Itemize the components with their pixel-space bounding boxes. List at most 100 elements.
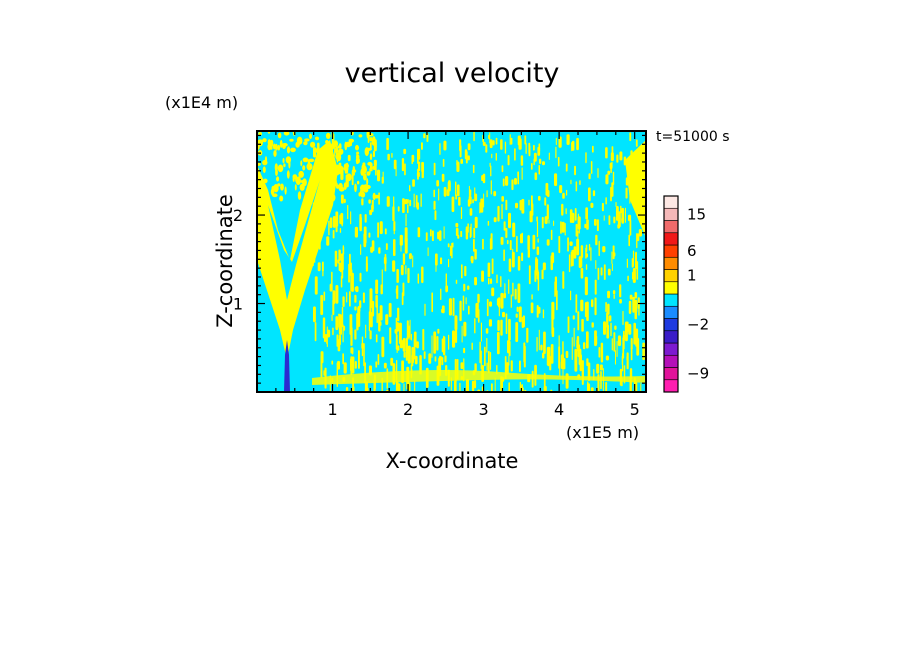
updraft-streak	[594, 218, 597, 226]
updraft-speckle	[344, 141, 348, 151]
updraft-streak	[527, 235, 530, 250]
updraft-streak	[440, 257, 443, 265]
updraft-streak	[347, 154, 351, 162]
updraft-streak	[355, 286, 359, 293]
updraft-speckle	[297, 191, 302, 200]
updraft-streak	[622, 310, 624, 325]
updraft-speckle	[352, 172, 356, 176]
updraft-streak	[433, 331, 437, 354]
updraft-streak	[566, 134, 570, 145]
updraft-streak	[605, 381, 608, 392]
updraft-streak	[600, 364, 603, 371]
updraft-streak	[620, 205, 622, 214]
updraft-streak	[337, 339, 341, 352]
updraft-streak	[430, 229, 432, 237]
updraft-streak	[542, 262, 546, 271]
updraft-streak	[444, 355, 447, 363]
updraft-streak	[365, 262, 368, 272]
updraft-streak	[334, 146, 336, 157]
updraft-streak	[318, 241, 321, 250]
updraft-streak	[515, 322, 519, 342]
updraft-streak	[461, 325, 463, 343]
updraft-streak	[438, 188, 440, 201]
updraft-streak	[455, 181, 457, 197]
updraft-streak	[508, 318, 511, 341]
updraft-speckle	[277, 164, 284, 173]
updraft-streak	[454, 380, 457, 392]
updraft-streak	[609, 162, 613, 170]
updraft-streak	[517, 171, 519, 178]
updraft-streak	[338, 249, 341, 261]
updraft-streak	[630, 346, 633, 361]
updraft-streak	[585, 264, 588, 270]
updraft-streak	[574, 351, 577, 369]
updraft-streak	[423, 133, 426, 139]
updraft-streak	[581, 318, 584, 332]
updraft-streak	[479, 341, 481, 364]
updraft-streak	[469, 189, 472, 197]
updraft-streak	[580, 245, 584, 259]
updraft-streak	[597, 168, 599, 178]
updraft-streak	[559, 185, 563, 194]
updraft-streak	[564, 223, 566, 236]
updraft-speckle	[366, 147, 372, 151]
updraft-speckle	[286, 146, 291, 154]
updraft-streak	[576, 336, 580, 352]
updraft-streak	[580, 267, 584, 279]
updraft-streak	[505, 227, 508, 238]
updraft-streak	[583, 342, 586, 350]
updraft-streak	[632, 250, 635, 267]
colorbar-swatch	[663, 281, 679, 295]
updraft-streak	[379, 305, 383, 321]
updraft-streak	[588, 187, 591, 202]
updraft-streak	[508, 258, 512, 272]
updraft-streak	[489, 301, 492, 307]
updraft-speckle	[315, 136, 319, 141]
updraft-speckle	[348, 138, 354, 143]
updraft-streak	[536, 337, 538, 352]
updraft-streak	[575, 223, 578, 237]
updraft-speckle	[306, 163, 313, 171]
updraft-streak	[578, 227, 580, 234]
updraft-speckle	[277, 132, 282, 139]
updraft-streak	[531, 294, 533, 300]
updraft-streak	[329, 283, 333, 292]
updraft-streak	[591, 299, 594, 308]
updraft-streak	[331, 314, 333, 322]
updraft-streak	[542, 309, 545, 319]
updraft-streak	[505, 199, 508, 211]
updraft-streak	[538, 329, 540, 351]
updraft-speckle	[338, 143, 342, 149]
updraft-streak	[467, 223, 469, 229]
updraft-speckle	[294, 184, 297, 191]
updraft-streak	[611, 251, 613, 264]
updraft-streak	[397, 307, 400, 322]
updraft-streak	[398, 322, 402, 345]
updraft-streak	[448, 298, 452, 316]
updraft-streak	[441, 357, 444, 366]
updraft-streak	[386, 389, 389, 392]
updraft-streak	[500, 319, 503, 336]
updraft-streak	[576, 137, 579, 151]
updraft-streak	[608, 215, 611, 225]
updraft-streak	[642, 342, 645, 361]
updraft-speckle	[260, 187, 266, 194]
colorbar-label: 15	[687, 205, 706, 223]
updraft-streak	[629, 166, 633, 172]
updraft-streak	[468, 185, 470, 198]
updraft-streak	[460, 230, 463, 238]
updraft-streak	[441, 338, 444, 353]
updraft-streak	[381, 336, 385, 358]
updraft-streak	[534, 365, 537, 375]
updraft-streak	[596, 363, 600, 374]
updraft-streak	[605, 197, 607, 205]
updraft-streak	[590, 387, 594, 392]
updraft-streak	[455, 227, 459, 236]
updraft-streak	[524, 135, 527, 145]
updraft-streak	[455, 194, 458, 200]
updraft-streak	[565, 208, 567, 215]
updraft-streak	[491, 258, 494, 274]
updraft-streak	[581, 360, 584, 378]
updraft-streak	[526, 327, 529, 343]
updraft-streak	[560, 221, 562, 234]
